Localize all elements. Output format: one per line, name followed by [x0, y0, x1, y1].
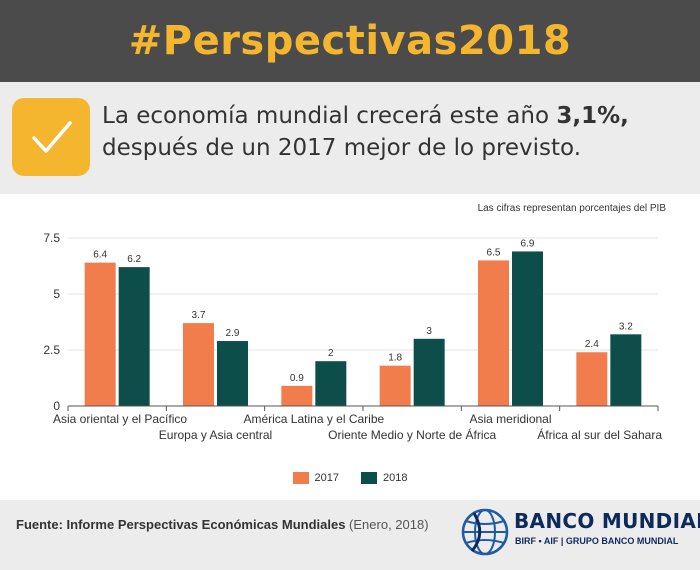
footer: Fuente: Informe Perspectivas Económicas …: [0, 500, 700, 570]
data-label-2017: 6.4: [93, 250, 107, 261]
legend-swatch-2017: [292, 472, 309, 484]
data-label-2018: 6.9: [521, 238, 535, 249]
headline-highlight: 3,1%,: [556, 103, 629, 129]
logo-subtitle: BIRF • AIF | GRUPO BANCO MUNDIAL: [515, 536, 679, 546]
world-bank-logo: BANCO MUNDIAL BIRF • AIF | GRUPO BANCO M…: [460, 503, 700, 563]
data-label-2017: 1.8: [388, 353, 402, 364]
legend-label-2018: 2018: [383, 472, 408, 484]
legend-swatch-2018: [361, 472, 377, 484]
checkmark-icon: [12, 98, 90, 176]
y-tick-label: 7.5: [43, 231, 60, 245]
headline-text-end: después de un 2017 mejor de lo previsto.: [102, 135, 582, 161]
bar-2018: [118, 267, 150, 406]
source-label: Fuente: Informe Perspectivas Económicas …: [16, 517, 346, 532]
bar-2017: [576, 352, 608, 406]
bar-2017: [281, 385, 313, 406]
legend-item-2018: 2018: [361, 472, 407, 484]
source-date: (Enero, 2018): [345, 517, 429, 532]
source-text: Fuente: Informe Perspectivas Económicas …: [16, 517, 429, 532]
x-category-label: Europa y Asia central: [159, 428, 272, 442]
bar-2018: [413, 338, 445, 406]
data-label-2017: 6.5: [487, 247, 501, 258]
x-category-label: África al sur del Sahara: [537, 427, 662, 442]
globe-icon: [461, 508, 509, 556]
bar-2017: [183, 323, 214, 406]
data-label-2017: 0.9: [290, 373, 304, 384]
header: #Perspectivas2018: [0, 0, 700, 82]
bar-2017: [379, 365, 411, 406]
legend-label-2017: 2017: [314, 472, 339, 484]
bar-2018: [315, 361, 347, 406]
data-label-2018: 3: [426, 326, 432, 337]
legend-item-2017: 2017: [292, 472, 339, 484]
x-category-label: Asia oriental y el Pacífico: [53, 412, 187, 426]
legend: 2017 2018: [0, 472, 700, 484]
logo-name: BANCO MUNDIAL: [514, 509, 700, 533]
bar-2018: [512, 251, 543, 406]
bar-2017: [478, 260, 509, 406]
headline-banner: La economía mundial crecerá este año 3,1…: [0, 82, 700, 194]
data-label-2018: 2: [328, 348, 334, 359]
data-label-2017: 2.4: [585, 339, 599, 350]
bar-chart: 0 2.5 5 7.5 6.4 6.2 3.7 2.9 0.9 2 1.8 3 6.5 6.9 2.4 3.2…: [43, 231, 662, 442]
y-tick-label: 2.5: [43, 343, 60, 357]
bar-2017: [84, 262, 116, 406]
x-category-label: Asia meridional: [469, 412, 551, 426]
page-title: #Perspectivas2018: [128, 18, 572, 64]
headline-text: La economía mundial crecerá este año 3,1…: [102, 100, 692, 164]
bar-2018: [610, 334, 642, 406]
headline-text-start: La economía mundial crecerá este año: [102, 103, 557, 129]
data-label-2018: 2.9: [226, 328, 240, 339]
data-label-2018: 6.2: [127, 254, 141, 265]
chart-note: Las cifras representan porcentajes del P…: [477, 203, 666, 214]
x-category-label: América Latina y el Caribe: [243, 412, 384, 426]
y-tick-label: 0: [53, 399, 60, 413]
data-label-2018: 3.2: [619, 321, 633, 332]
y-tick-label: 5: [53, 287, 60, 301]
x-category-label: Oriente Medio y Norte de África: [328, 427, 496, 442]
data-label-2017: 3.7: [192, 310, 206, 321]
bar-2018: [217, 341, 248, 406]
